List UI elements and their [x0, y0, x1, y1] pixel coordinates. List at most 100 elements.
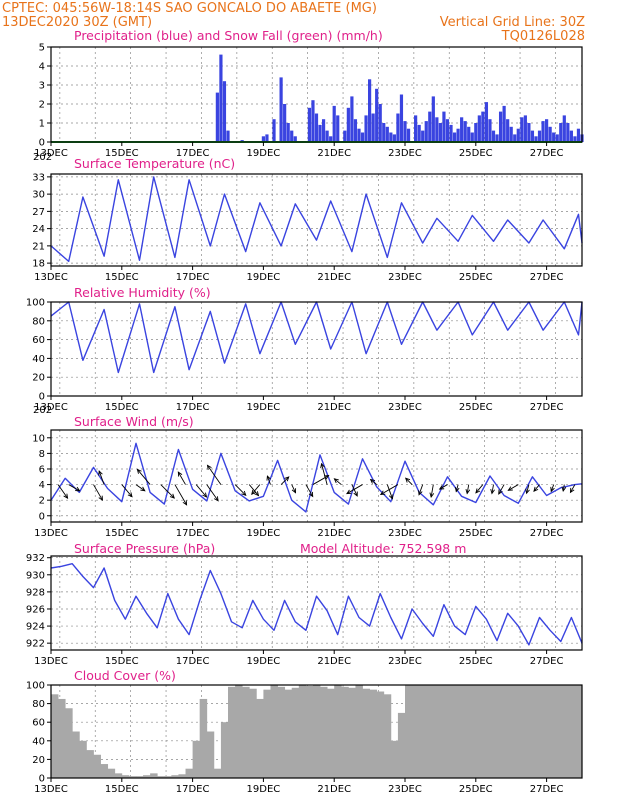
- precip-bar: [569, 130, 573, 142]
- pressure-frame: [50, 555, 583, 651]
- precip-bar: [470, 132, 474, 142]
- cloud-frame: [50, 684, 583, 779]
- precip-bar: [378, 104, 382, 142]
- cloud-bar: [128, 776, 137, 778]
- precip-bar: [382, 123, 386, 142]
- pressure-xtick-label: 21DEC: [317, 656, 351, 667]
- wind-arrow-shaft: [346, 484, 363, 494]
- precip-bar: [516, 128, 520, 142]
- precip-bar: [527, 123, 531, 142]
- cloud-bar: [93, 754, 101, 778]
- wind-arrow: [98, 470, 105, 485]
- wind-arrow: [533, 484, 540, 492]
- precip-ytick-label: 3: [39, 81, 45, 92]
- precip-bar: [350, 96, 354, 142]
- cloud-ytick-label: 40: [32, 736, 45, 747]
- wind-arrow-head: [213, 496, 219, 502]
- wind-arrow: [312, 475, 330, 485]
- wind-arrow-head: [379, 490, 386, 495]
- precip-bar: [452, 132, 457, 142]
- wind-arrow-shaft: [121, 484, 133, 497]
- temp-xtick-label: 17DEC: [176, 272, 210, 283]
- cloud-bar: [291, 687, 300, 778]
- precip-bar: [325, 130, 329, 142]
- precip-xtick-label: 17DEC: [176, 148, 210, 159]
- wind-arrow-head: [254, 491, 260, 497]
- wind-arrow-head: [291, 488, 297, 494]
- precip-bar: [513, 134, 517, 142]
- wind-arrow-shaft: [351, 484, 358, 497]
- wind-arrow-head: [561, 486, 567, 492]
- precip-bar: [467, 126, 471, 142]
- temp-series-line: [50, 176, 583, 263]
- pressure-ytick-label: 924: [26, 622, 45, 633]
- wind-arrow-shaft: [570, 484, 576, 493]
- cloud-bar: [143, 775, 151, 778]
- rh-ytick-label: 60: [32, 335, 45, 346]
- wind-arrow: [561, 484, 567, 492]
- cloud-xtick-label: 19DEC: [247, 784, 281, 795]
- cloud-bar: [497, 685, 505, 778]
- cloud-xtick-label: 23DEC: [388, 784, 422, 795]
- wind-arrow: [121, 484, 133, 498]
- precip-bar: [463, 121, 467, 142]
- cloud-bar: [567, 685, 576, 778]
- wind-xtick-label: 19DEC: [247, 528, 281, 539]
- wind-arrow-shaft: [291, 484, 296, 493]
- wind-arrow: [490, 484, 495, 495]
- wind-arrow-head: [525, 488, 530, 495]
- cloud-bar: [51, 694, 59, 778]
- precip-xtick-label: 27DEC: [530, 148, 564, 159]
- wind-arrow-shaft: [491, 484, 494, 494]
- cloud-bar: [539, 685, 547, 778]
- panel-temperature: Surface Temperature (nC) 18 21 24 27 30 33 13D…: [32, 156, 583, 283]
- grid-line-note: Vertical Grid Line: 30Z: [440, 15, 585, 30]
- wind-arrow-shaft: [405, 477, 413, 485]
- rh-xtick-label: 27DEC: [530, 402, 564, 413]
- pressure-xtick-label: 25DEC: [459, 656, 493, 667]
- precip-bar: [488, 119, 492, 142]
- wind-arrow: [404, 477, 413, 485]
- cloud-ytick-label: 100: [26, 681, 45, 692]
- wind-arrow-head: [333, 478, 339, 484]
- precip-bar: [545, 119, 549, 142]
- wind-arrow-head: [284, 476, 290, 482]
- wind-arrow-shaft: [533, 484, 540, 492]
- cloud-bar: [348, 687, 356, 778]
- cloud-bar: [327, 688, 335, 778]
- precip-bar: [460, 117, 464, 142]
- precip-bar: [283, 104, 287, 142]
- wind-ytick-label: 0: [39, 511, 45, 522]
- wind-arrow-head: [404, 477, 411, 483]
- precip-bar: [435, 117, 439, 142]
- cloud-bar: [518, 685, 526, 778]
- precip-bar: [530, 130, 535, 142]
- cloud-bar: [220, 722, 229, 778]
- cloud-bar: [256, 698, 264, 778]
- wind-xtick-label: 23DEC: [388, 528, 422, 539]
- pressure-ytick-label: 930: [26, 570, 45, 581]
- precip-bar: [428, 111, 432, 142]
- pressure-ytick-label: 928: [26, 587, 45, 598]
- wind-arrow: [291, 484, 297, 494]
- cloud-bar: [157, 776, 165, 778]
- wind-arrow-head: [169, 493, 175, 499]
- wind-arrow: [68, 484, 81, 492]
- wind-arrow-shaft: [321, 463, 328, 485]
- wind-arrow: [569, 484, 576, 494]
- cloud-bar: [277, 686, 286, 778]
- precip-bar: [279, 77, 283, 142]
- precip-bar: [509, 126, 513, 142]
- pressure-ytick-label: 926: [26, 604, 45, 615]
- precip-bar: [286, 123, 290, 142]
- wind-arrow: [475, 484, 484, 494]
- pressure-xtick-label: 19DEC: [247, 656, 281, 667]
- wind-arrow: [454, 484, 460, 493]
- cloud-ytick-label: 80: [32, 699, 45, 710]
- cloud-bar: [114, 773, 123, 778]
- cloud-bar: [489, 685, 498, 778]
- cloud-bar: [475, 685, 484, 778]
- temp-xtick-label: 13DEC: [34, 272, 68, 283]
- cloud-bar: [72, 731, 80, 778]
- cloud-bar: [135, 776, 144, 778]
